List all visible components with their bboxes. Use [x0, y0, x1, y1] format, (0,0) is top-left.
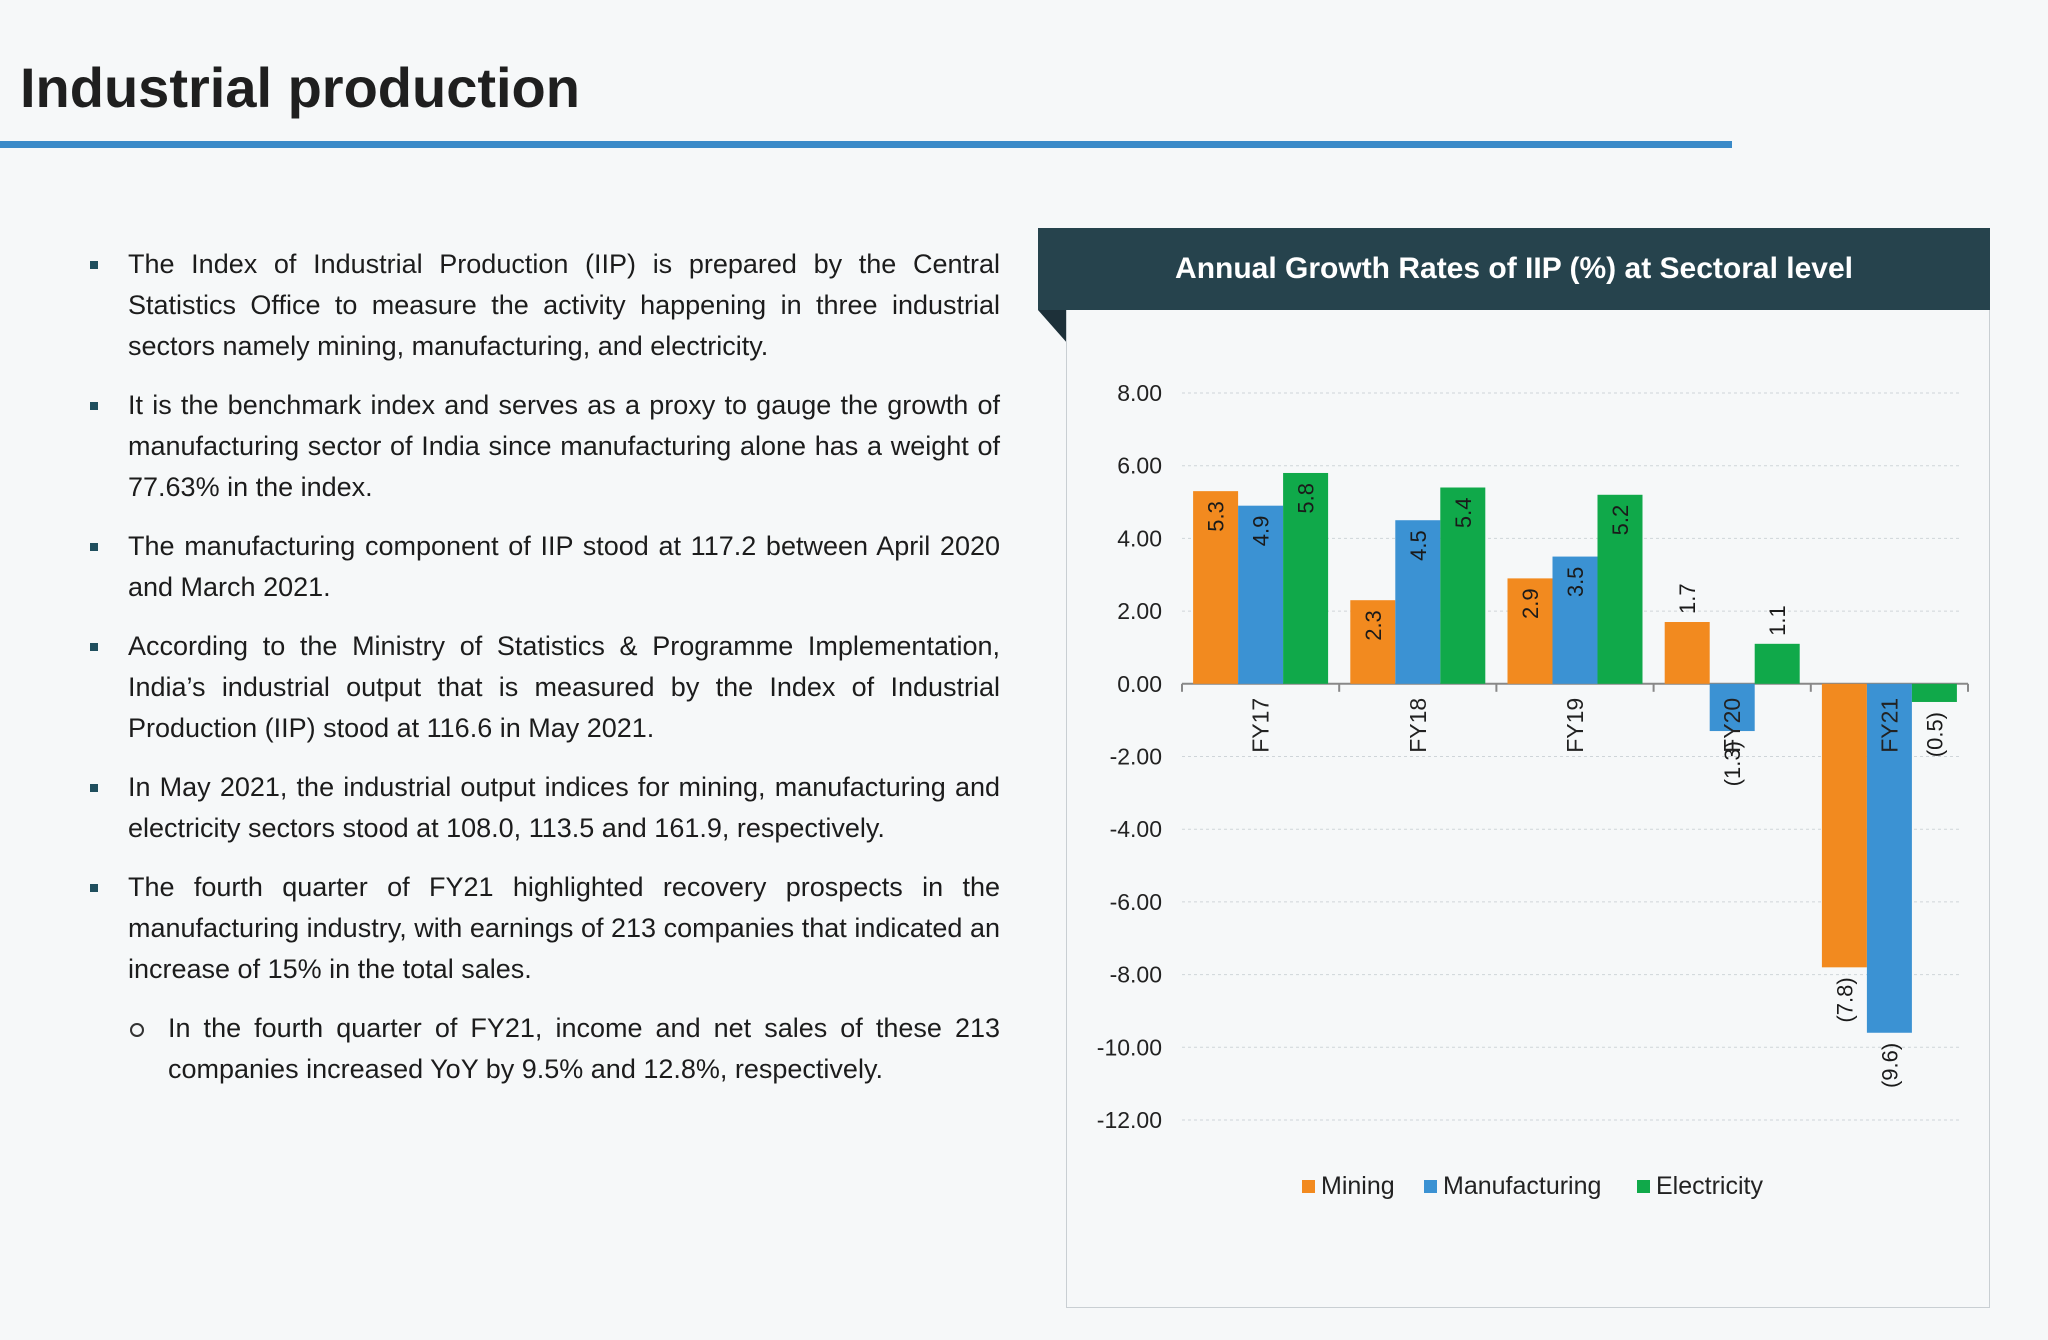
data-label: 1.7 [1675, 583, 1700, 614]
title-rule [0, 141, 1732, 148]
bar-mining-fy18 [1350, 600, 1396, 684]
x-tick-label: FY17 [1248, 698, 1274, 753]
chart-header-fold [1038, 310, 1068, 344]
legend-label-electricity: Electricity [1656, 1172, 1763, 1200]
bullet-text: In the fourth quarter of FY21, income an… [168, 1013, 1000, 1084]
bullet-text: The manufacturing component of IIP stood… [128, 531, 1000, 602]
square-bullet-icon [90, 643, 98, 651]
square-bullet-icon [90, 784, 98, 792]
bar-electricity-fy17 [1283, 472, 1329, 684]
data-label: (7.8) [1832, 977, 1857, 1022]
data-label: 5.2 [1608, 505, 1633, 536]
bar-manufacturing-fy19 [1552, 556, 1598, 684]
bullet-item: The Index of Industrial Production (IIP)… [90, 244, 1000, 367]
bar-mining-fy21 [1821, 683, 1867, 968]
y-tick-label: 0.00 [1117, 671, 1162, 697]
bar-manufacturing-fy21 [1866, 683, 1912, 1033]
bullet-text: It is the benchmark index and serves as … [128, 390, 1000, 502]
bullet-item: In May 2021, the industrial output indic… [90, 767, 1000, 849]
bar-manufacturing-fy17 [1238, 505, 1284, 684]
legend-swatch-manufacturing [1424, 1180, 1437, 1193]
data-label: (1.3) [1720, 741, 1745, 786]
bullet-text: According to the Ministry of Statistics … [128, 631, 1000, 743]
chart-plot: 8.00 6.00 4.00 2.00 0.00 -2.00 -4.00 -6.00 -8.00… [1097, 380, 1969, 1200]
y-tick-label: 8.00 [1117, 380, 1162, 406]
x-tick-label: FY19 [1562, 698, 1588, 753]
bar-manufacturing-fy18 [1395, 520, 1441, 684]
bar-mining-fy20 [1664, 622, 1710, 684]
y-tick-label: -2.00 [1110, 744, 1162, 770]
bar-electricity-fy21 [1911, 683, 1957, 702]
bullet-text: The fourth quarter of FY21 highlighted r… [128, 872, 1000, 984]
y-tick-label: -10.00 [1097, 1034, 1162, 1060]
sub-bullet-item: In the fourth quarter of FY21, income an… [130, 1008, 1000, 1090]
data-label: 2.3 [1361, 610, 1386, 641]
x-tick-label: FY20 [1719, 698, 1745, 753]
legend-label-manufacturing: Manufacturing [1443, 1172, 1601, 1200]
square-bullet-icon [90, 884, 98, 892]
data-label: (0.5) [1922, 712, 1947, 757]
data-label: 3.5 [1563, 567, 1588, 598]
circle-bullet-icon [130, 1023, 144, 1037]
y-tick-label: -12.00 [1097, 1107, 1162, 1133]
y-tick-label: 6.00 [1117, 453, 1162, 479]
data-label: 4.5 [1406, 530, 1431, 561]
legend-label-mining: Mining [1321, 1172, 1395, 1200]
bar-electricity-fy20 [1754, 643, 1800, 684]
square-bullet-icon [90, 543, 98, 551]
bullet-item: The fourth quarter of FY21 highlighted r… [90, 867, 1000, 990]
data-label: 5.3 [1204, 501, 1229, 532]
legend-swatch-mining [1302, 1180, 1315, 1193]
y-tick-label: 2.00 [1117, 598, 1162, 624]
data-label: 4.9 [1249, 516, 1274, 547]
x-tick-label: FY18 [1405, 698, 1431, 753]
data-label: 2.9 [1518, 588, 1543, 619]
square-bullet-icon [90, 402, 98, 410]
bullet-item: It is the benchmark index and serves as … [90, 385, 1000, 508]
square-bullet-icon [90, 261, 98, 269]
x-tick-label: FY21 [1876, 698, 1902, 753]
bar-mining-fy19 [1507, 578, 1553, 684]
data-label: 5.4 [1451, 498, 1476, 529]
bullet-text: In May 2021, the industrial output indic… [128, 772, 1000, 843]
chart-title: Annual Growth Rates of IIP (%) at Sector… [1038, 228, 1990, 310]
page-title: Industrial production [20, 56, 580, 119]
y-tick-label: 4.00 [1117, 525, 1162, 551]
y-tick-label: -4.00 [1110, 816, 1162, 842]
bullet-item: According to the Ministry of Statistics … [90, 626, 1000, 749]
bar-electricity-fy18 [1440, 487, 1486, 684]
data-label: (9.6) [1877, 1043, 1902, 1088]
data-label: 5.8 [1294, 483, 1319, 514]
y-tick-label: -6.00 [1110, 889, 1162, 915]
data-label: 1.1 [1765, 605, 1790, 636]
bullet-item: The manufacturing component of IIP stood… [90, 526, 1000, 608]
bullet-text: The Index of Industrial Production (IIP)… [128, 249, 1000, 361]
y-tick-label: -8.00 [1110, 962, 1162, 988]
bar-manufacturing-fy20 [1709, 683, 1755, 732]
legend-swatch-electricity [1637, 1180, 1650, 1193]
bullet-list: The Index of Industrial Production (IIP)… [90, 244, 1000, 1108]
bar-mining-fy17 [1193, 491, 1239, 684]
bar-electricity-fy19 [1597, 494, 1643, 684]
